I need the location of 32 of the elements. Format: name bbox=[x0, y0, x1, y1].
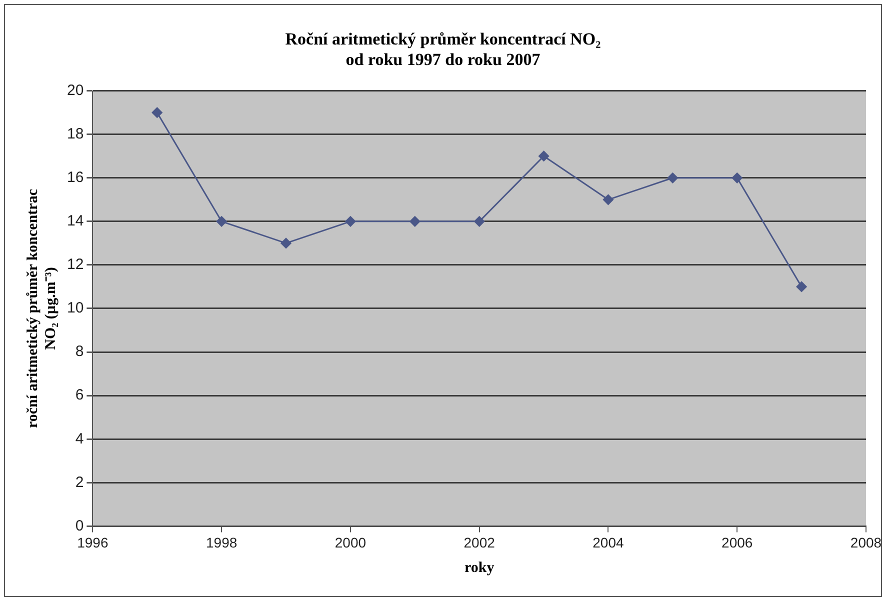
x-tick-label: 2004 bbox=[592, 534, 624, 550]
x-tick-label: 2000 bbox=[334, 534, 366, 550]
y-tick-label: 12 bbox=[66, 256, 84, 274]
point bbox=[345, 216, 356, 227]
y-tick-label: 10 bbox=[66, 300, 84, 317]
x-axis-title: roky bbox=[464, 560, 495, 576]
y-tick-label: 16 bbox=[66, 169, 84, 186]
y-tick-label: 18 bbox=[66, 125, 84, 142]
y-tick-label: 6 bbox=[75, 386, 84, 404]
x-tick-label: 2002 bbox=[464, 534, 496, 550]
y-tick-label: 20 bbox=[66, 82, 84, 99]
x-tick-label: 1998 bbox=[206, 534, 238, 550]
x-tick-label: 2008 bbox=[850, 534, 882, 550]
y-tick-label: 2 bbox=[75, 474, 84, 491]
point bbox=[216, 216, 227, 227]
y-tick-label: 0 bbox=[75, 517, 84, 534]
point bbox=[410, 216, 420, 227]
point bbox=[474, 216, 485, 227]
y-axis-title: roční aritmetický průměr koncentrac NO₂ (µg.m⁻³) bbox=[24, 188, 59, 428]
x-tick-label: 2006 bbox=[722, 534, 753, 550]
point bbox=[538, 150, 550, 162]
y-tick-label: 14 bbox=[66, 212, 84, 230]
chart-title: Roční aritmetický průměr koncentrací NO₂ od roku 1997 do roku 2007 bbox=[285, 30, 601, 69]
point bbox=[732, 172, 742, 184]
point bbox=[796, 281, 807, 292]
point bbox=[280, 238, 292, 248]
point bbox=[667, 172, 678, 184]
y-tick-label: 8 bbox=[75, 343, 84, 360]
y-tick-label: 4 bbox=[75, 430, 84, 448]
x-tick-label: 1996 bbox=[77, 534, 108, 550]
point bbox=[602, 194, 614, 205]
point bbox=[152, 107, 162, 118]
